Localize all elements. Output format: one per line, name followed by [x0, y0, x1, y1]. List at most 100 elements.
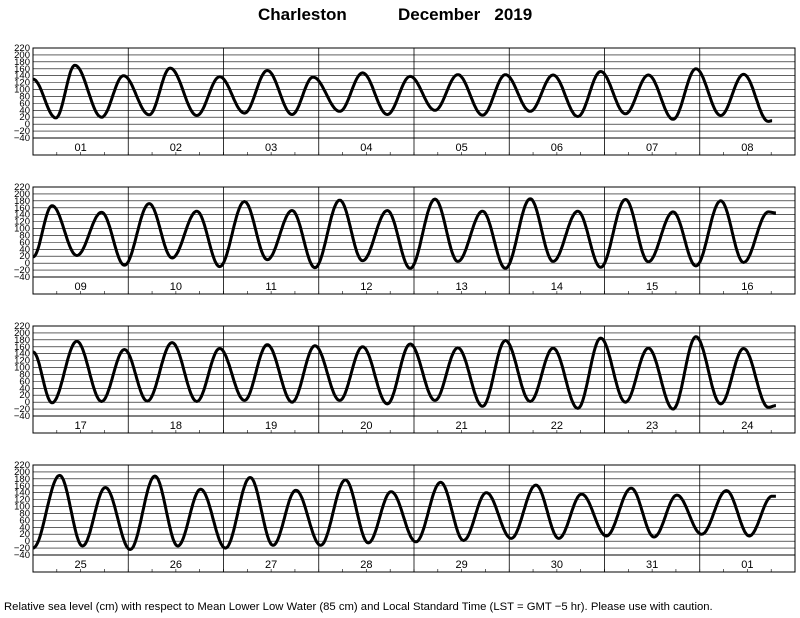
day-label: 03	[265, 142, 277, 154]
tide-curve	[32, 335, 778, 411]
y-tick-label: 80	[19, 508, 30, 519]
chart-title-station: Charleston	[258, 5, 347, 24]
day-label: 27	[265, 559, 277, 571]
y-tick-label: 40	[19, 244, 30, 255]
day-label: 11	[265, 281, 276, 293]
y-tick-label: −20	[14, 126, 30, 137]
y-tick-label: 80	[19, 91, 30, 102]
y-tick-label: 0	[25, 536, 30, 547]
y-tick-label: 60	[19, 515, 30, 526]
y-tick-label: 140	[14, 349, 30, 360]
day-label: 28	[360, 559, 372, 571]
y-tick-label: 220	[14, 43, 30, 54]
day-label: 08	[741, 142, 753, 154]
y-tick-label: 20	[19, 251, 30, 262]
tide-curve	[32, 473, 778, 551]
y-tick-label: −20	[14, 543, 30, 554]
y-tick-label: 160	[14, 203, 30, 214]
day-label: 04	[360, 142, 372, 154]
y-tick-label: 180	[14, 474, 30, 485]
panel-frame	[32, 47, 796, 156]
day-label: 30	[551, 559, 563, 571]
y-tick-label: 40	[19, 105, 30, 116]
chart-caption: Relative sea level (cm) with respect to …	[4, 601, 713, 613]
day-label: 06	[551, 142, 563, 154]
y-tick-label: 60	[19, 376, 30, 387]
day-label: 16	[741, 281, 753, 293]
y-tick-label: 120	[14, 356, 30, 367]
y-tick-label: −20	[14, 265, 30, 276]
day-label: 01	[75, 142, 87, 154]
day-label: 19	[265, 420, 277, 432]
tide-curve	[32, 197, 778, 270]
y-tick-label: 40	[19, 522, 30, 533]
day-label: 01	[741, 559, 753, 571]
day-label: 20	[360, 420, 372, 432]
y-tick-label: 20	[19, 112, 30, 123]
panel-frame	[32, 464, 796, 573]
y-tick-label: 120	[14, 78, 30, 89]
y-tick-label: 200	[14, 467, 30, 478]
y-tick-label: −40	[14, 133, 30, 144]
day-label: 23	[646, 420, 658, 432]
day-label: 17	[75, 420, 87, 432]
day-label: 02	[170, 142, 182, 154]
y-tick-label: 180	[14, 57, 30, 68]
y-tick-label: 200	[14, 189, 30, 200]
y-tick-label: 200	[14, 328, 30, 339]
y-tick-label: 80	[19, 230, 30, 241]
y-tick-label: −40	[14, 550, 30, 561]
y-tick-label: 220	[14, 460, 30, 471]
day-label: 12	[360, 281, 372, 293]
y-tick-label: 100	[14, 363, 30, 374]
y-tick-label: 120	[14, 217, 30, 228]
day-label: 26	[170, 559, 182, 571]
y-tick-label: 20	[19, 529, 30, 540]
y-tick-label: 100	[14, 85, 30, 96]
day-label: 29	[456, 559, 468, 571]
day-label: 09	[75, 281, 87, 293]
y-tick-label: 220	[14, 321, 30, 332]
y-tick-label: 60	[19, 237, 30, 248]
y-tick-label: 100	[14, 502, 30, 513]
panel-frame	[32, 186, 796, 295]
day-label: 13	[456, 281, 468, 293]
day-label: 05	[456, 142, 468, 154]
y-tick-label: 220	[14, 182, 30, 193]
y-tick-label: 160	[14, 64, 30, 75]
y-tick-label: 0	[25, 397, 30, 408]
day-label: 21	[456, 420, 468, 432]
y-tick-label: 140	[14, 71, 30, 82]
y-tick-label: 40	[19, 383, 30, 394]
y-tick-label: 0	[25, 119, 30, 130]
day-label: 31	[646, 559, 658, 571]
y-tick-label: 120	[14, 495, 30, 506]
day-label: 22	[551, 420, 563, 432]
y-tick-label: 0	[25, 258, 30, 269]
day-label: 18	[170, 420, 182, 432]
y-tick-label: 80	[19, 369, 30, 380]
y-tick-label: −20	[14, 404, 30, 415]
y-tick-label: 200	[14, 50, 30, 61]
day-label: 24	[741, 420, 753, 432]
y-tick-label: 140	[14, 488, 30, 499]
y-tick-label: −40	[14, 272, 30, 283]
day-label: 10	[170, 281, 182, 293]
day-label: 15	[646, 281, 658, 293]
y-tick-label: 140	[14, 210, 30, 221]
y-tick-label: 180	[14, 335, 30, 346]
y-tick-label: 100	[14, 224, 30, 235]
day-label: 25	[75, 559, 87, 571]
y-tick-label: 20	[19, 390, 30, 401]
y-tick-label: 180	[14, 196, 30, 207]
day-label: 07	[646, 142, 658, 154]
y-tick-label: −40	[14, 411, 30, 422]
y-tick-label: 160	[14, 342, 30, 353]
y-tick-label: 60	[19, 98, 30, 109]
day-label: 14	[551, 281, 563, 293]
